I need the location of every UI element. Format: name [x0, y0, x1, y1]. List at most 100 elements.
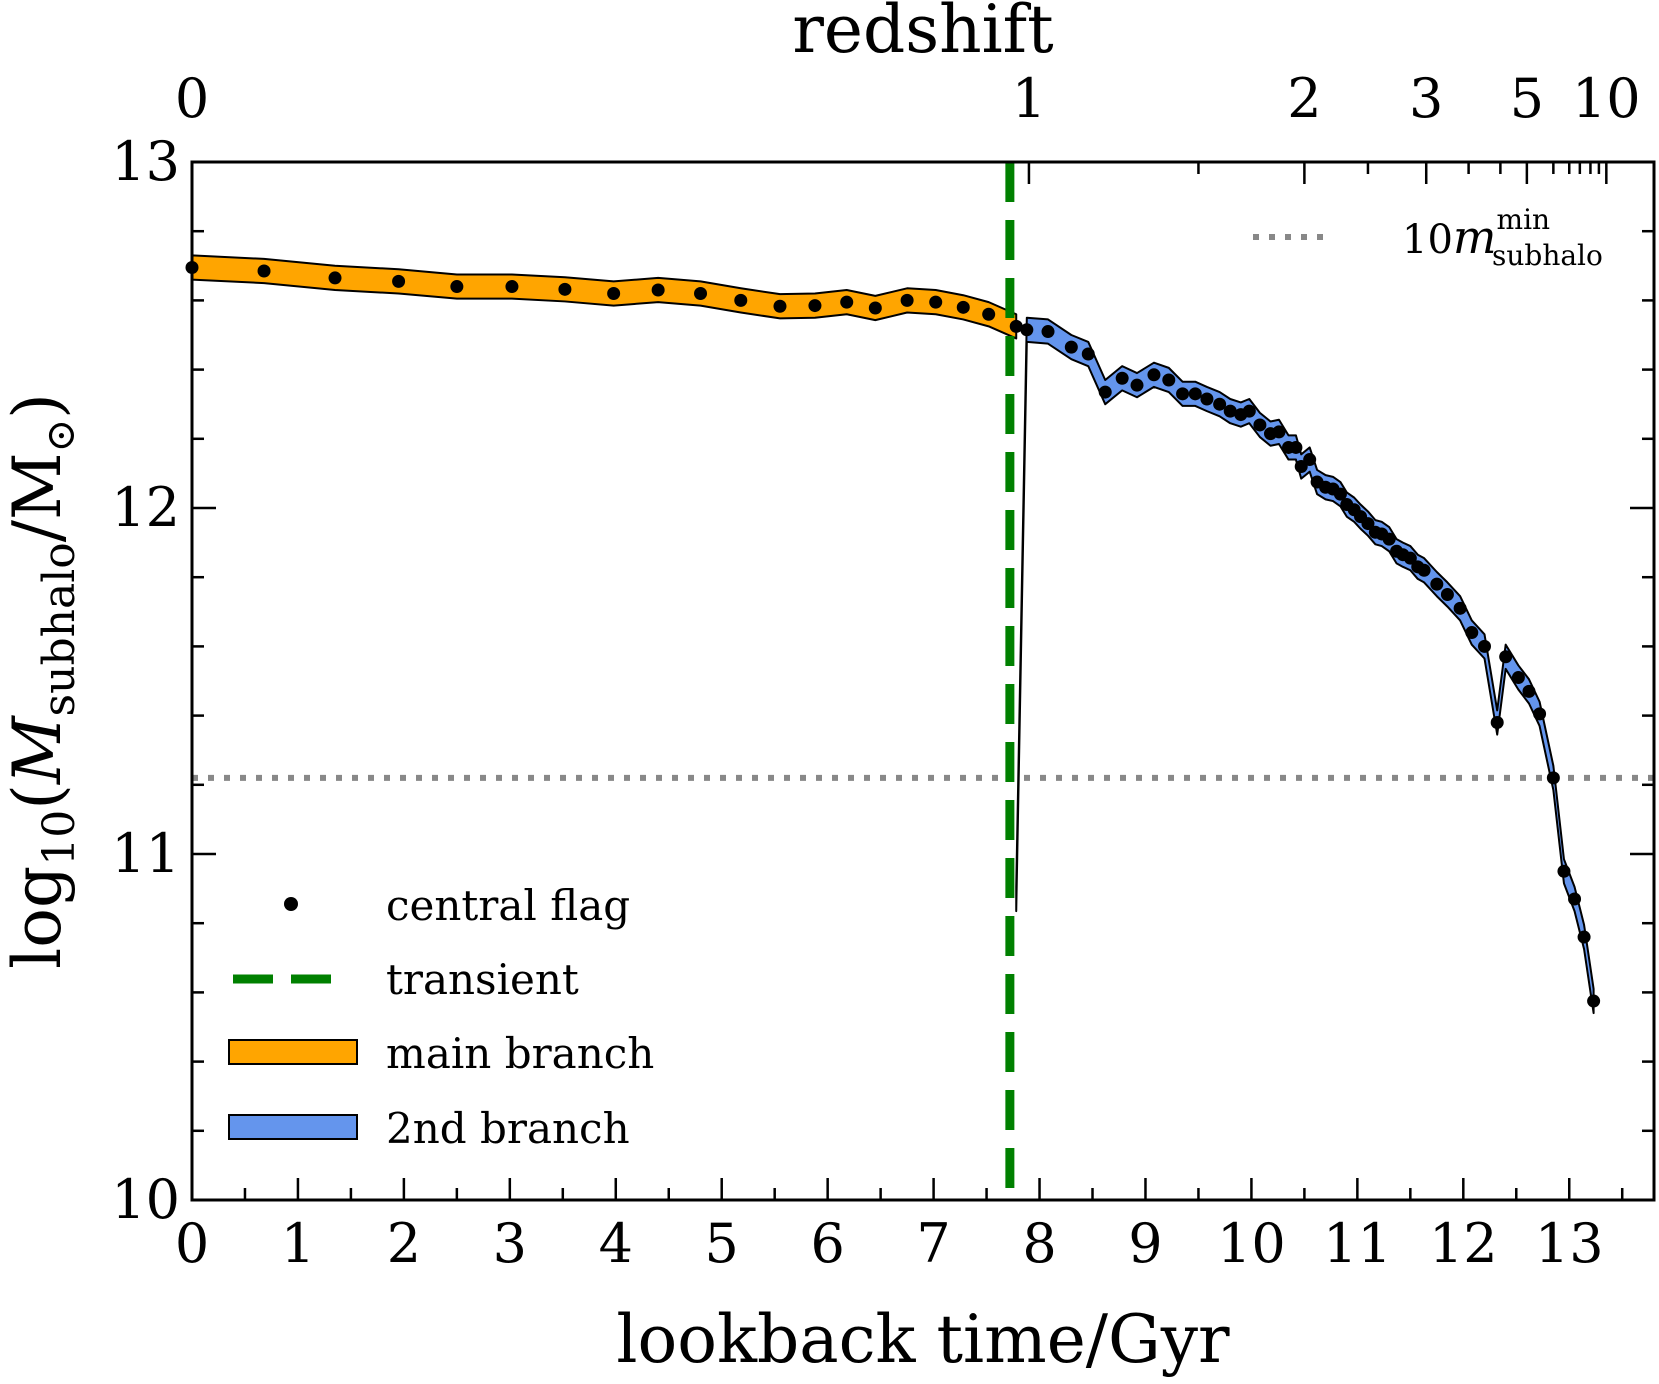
central-flag-dot [929, 295, 943, 309]
central-flag-dot [1176, 387, 1190, 401]
central-flag-dot [1242, 404, 1256, 418]
central-flag-dot [1511, 671, 1525, 685]
plot-frame [190, 160, 1656, 1202]
x-tick-label: 13 [1535, 1212, 1604, 1275]
central-flag-dot [694, 286, 708, 300]
central-flag-dot [1453, 601, 1467, 615]
central-flag-dot [558, 282, 572, 296]
central-flag-dot [1430, 577, 1444, 591]
central-flag-dot [1546, 771, 1560, 785]
central-flag-dot [450, 280, 464, 294]
central-flag-dot [773, 299, 787, 313]
y-label-sub-subhalo: subhalo [34, 542, 85, 716]
central-flag-dot [1272, 425, 1286, 439]
x-tick-label: 6 [810, 1212, 844, 1275]
y-label-sun: ⊙ [38, 419, 84, 453]
central-flag-dot [1333, 487, 1347, 501]
x-tick-label: 7 [916, 1212, 950, 1275]
top-axis-title: redshift [792, 0, 1053, 68]
x-tick-label: 3 [493, 1212, 527, 1275]
y-label-open: ( [0, 784, 76, 810]
top-tick-label: 1 [1012, 67, 1046, 130]
central-flag-dot [1253, 418, 1267, 432]
top-tick-label: 3 [1409, 67, 1443, 130]
central-flag-dot [1130, 378, 1144, 392]
reference-label-sub: subhalo [1492, 239, 1603, 272]
reference-label-sup: min [1497, 203, 1551, 236]
x-axis-title: lookback time/Gyr [616, 1301, 1230, 1378]
central-flag-dot [734, 293, 748, 307]
central-flag-dot [1577, 930, 1591, 944]
legend: central flag transient main branch 2nd b… [228, 881, 654, 1153]
central-flag-dot [956, 300, 970, 314]
x-tick-label: 0 [175, 1212, 209, 1275]
central-flag-dot [1162, 373, 1176, 387]
central-flag-dot [1303, 453, 1317, 467]
central-flag-dot [1465, 626, 1479, 640]
central-flag-dot [257, 264, 271, 278]
x-tick-label: 2 [387, 1212, 421, 1275]
legend-central-flag-label: central flag [386, 881, 630, 930]
central-flag-dot [1064, 340, 1078, 354]
central-flag-dot [607, 286, 621, 300]
legend-main-branch-marker [228, 1039, 358, 1065]
central-flag-dot [1009, 319, 1023, 333]
central-flag-dot [1533, 707, 1547, 721]
y-axis-title: log10(Msubhalo/M⊙) [0, 393, 85, 969]
y-label-m: M [0, 715, 76, 785]
central-flag-dot [1417, 563, 1431, 577]
central-flag-dot [1490, 716, 1504, 730]
central-flag-dot [1115, 371, 1129, 385]
central-flag-dot [1440, 588, 1454, 601]
central-flag-dot [1477, 639, 1491, 653]
central-flag-dot [1361, 517, 1375, 531]
legend-2nd-branch-marker [228, 1114, 358, 1140]
central-flag-dot [1188, 387, 1202, 401]
y-tick-label: 12 [111, 476, 180, 539]
central-flag-dot [840, 295, 854, 309]
top-tick-label: 2 [1287, 67, 1321, 130]
top-tick-label: 10 [1572, 67, 1641, 130]
central-flag-dot [1200, 392, 1214, 406]
central-flag-dot [1499, 650, 1513, 664]
legend-transient-label: transient [386, 955, 579, 1004]
central-flag-dot [1587, 994, 1601, 1008]
x-tick-label: 10 [1217, 1212, 1286, 1275]
y-label-log: log [0, 866, 76, 969]
x-tick-label: 8 [1022, 1212, 1056, 1275]
central-flag-dot [808, 299, 822, 313]
central-flag-dot [1568, 892, 1582, 906]
central-flag-dot [868, 301, 882, 315]
central-flag-dot [1522, 684, 1536, 698]
central-flag-dot [1223, 404, 1237, 418]
x-tick-label: 5 [705, 1212, 739, 1275]
x-tick-label: 4 [599, 1212, 633, 1275]
central-flag-dot [1098, 385, 1112, 399]
central-flag-dot [1081, 347, 1095, 361]
central-flag-dot [1020, 323, 1034, 337]
central-flag-dot [1403, 551, 1417, 565]
central-flag-dot [328, 271, 342, 285]
y-tick-label: 10 [111, 1168, 180, 1231]
y-tick-label: 13 [111, 130, 180, 193]
reference-label-prefix: 10 [1402, 217, 1453, 263]
reference-legend: 10mmin subhalo [1253, 203, 1603, 272]
central-flag-dot [505, 280, 519, 294]
reference-label-m: m [1453, 210, 1497, 264]
series-band-main-branch [191, 254, 1018, 340]
x-tick-label: 9 [1128, 1212, 1162, 1275]
y-label-sub-10: 10 [34, 810, 85, 866]
central-flag-dot [982, 307, 996, 321]
x-tick-label: 11 [1323, 1212, 1392, 1275]
central-flag-dot [651, 283, 665, 297]
y-tick-label: 11 [111, 822, 180, 885]
central-flag-dot [1382, 532, 1396, 546]
central-flag-dot [1147, 368, 1161, 382]
central-flag-dot [392, 274, 406, 288]
legend-2nd-branch-label: 2nd branch [386, 1104, 630, 1153]
top-tick-label: 5 [1510, 67, 1544, 130]
legend-central-flag-marker [284, 897, 298, 911]
legend-main-branch-label: main branch [386, 1029, 654, 1078]
